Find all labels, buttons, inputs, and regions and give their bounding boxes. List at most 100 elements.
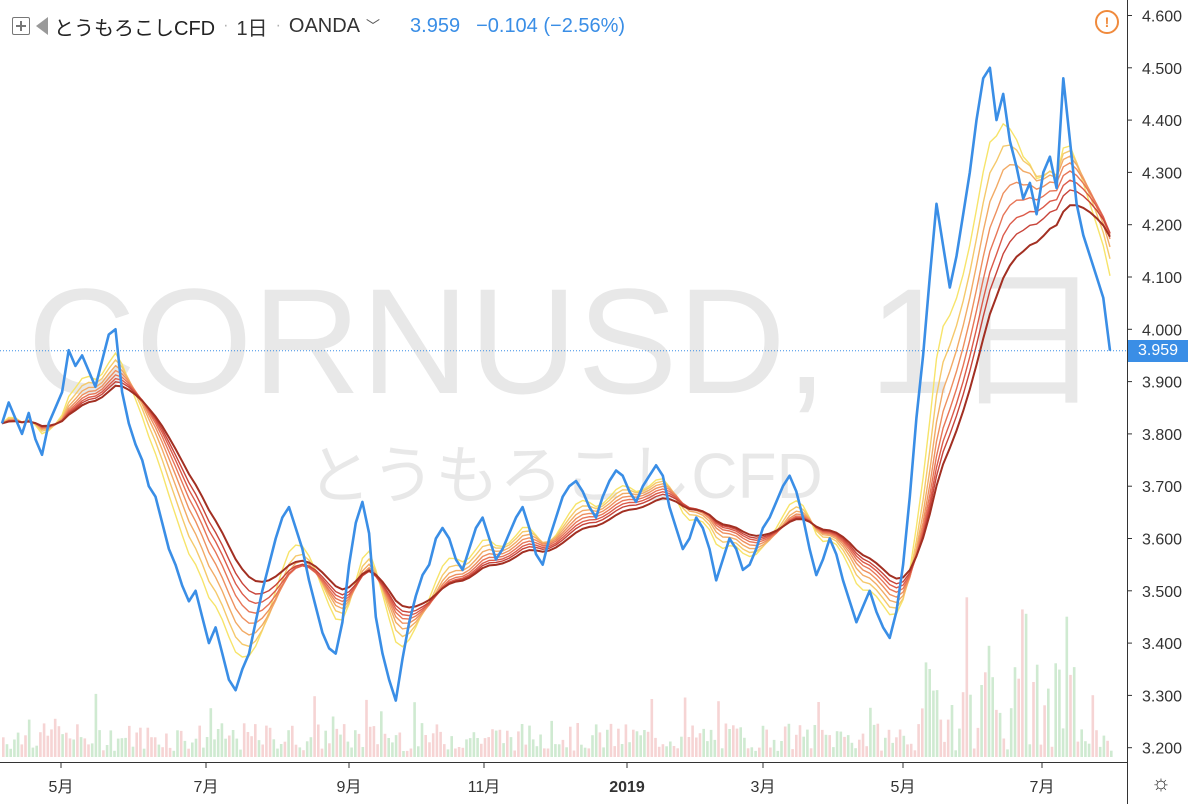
volume-bar <box>1098 746 1102 757</box>
add-box-icon[interactable] <box>12 17 30 35</box>
volume-bar <box>969 694 972 757</box>
volume-bar <box>205 737 209 757</box>
alert-icon[interactable]: ! <box>1095 10 1119 34</box>
volume-bar <box>153 737 157 757</box>
volume-bar <box>761 725 765 757</box>
volume-bar <box>294 744 298 757</box>
volume-bar <box>958 728 961 757</box>
volume-bar <box>220 723 224 757</box>
volume-bar <box>739 727 742 757</box>
volume-bar <box>176 730 179 757</box>
volume-bar <box>135 732 138 757</box>
volume-bar <box>20 744 24 757</box>
volume-bar <box>554 744 557 757</box>
volume-bar <box>1039 744 1043 757</box>
volume-bar <box>1110 750 1113 757</box>
volume-bar <box>995 709 998 757</box>
volume-bar <box>1065 616 1069 757</box>
volume-bar <box>913 750 917 757</box>
volume-bar <box>728 729 731 757</box>
volume-bar <box>457 747 461 757</box>
volume-bar <box>780 741 783 757</box>
volume-bar <box>546 748 550 757</box>
chart-header: とうもろこしCFD · 1日 · OANDA ﹀ 3.959 −0.104 (−… <box>12 8 625 44</box>
volume-bar <box>520 724 524 757</box>
volume-bar <box>487 737 490 757</box>
exchange-label[interactable]: OANDA <box>288 14 361 37</box>
price-change: −0.104 (−2.56%) <box>476 14 626 37</box>
volume-bar <box>628 742 631 757</box>
volume-bar <box>580 744 583 757</box>
flag-icon[interactable] <box>36 17 48 35</box>
y-tick-label: 4.000 <box>1142 322 1182 339</box>
volume-bar <box>72 739 75 757</box>
volume-bar <box>998 712 1002 757</box>
volume-bar <box>187 748 190 757</box>
volume-bar <box>228 735 231 757</box>
ma-line <box>1 162 1111 624</box>
volume-bar <box>142 748 146 757</box>
symbol-name[interactable]: とうもろこしCFD <box>54 17 216 40</box>
volume-bars <box>2 597 1113 757</box>
volume-bar <box>116 738 120 757</box>
gear-icon[interactable]: ☼ <box>1150 770 1172 795</box>
volume-bar <box>1054 663 1057 757</box>
volume-bar <box>483 738 487 757</box>
volume-bar <box>791 749 794 757</box>
volume-bar <box>435 724 439 757</box>
volume-bar <box>972 748 976 757</box>
interval-label[interactable]: 1日 <box>236 17 268 40</box>
ma-ribbon <box>1 122 1111 658</box>
x-tick-label: 11月 <box>468 779 501 796</box>
chevron-down-icon[interactable]: ﹀ <box>366 18 381 34</box>
volume-bar <box>383 733 387 757</box>
volume-bar <box>709 729 713 757</box>
volume-bar <box>976 727 980 757</box>
volume-bar <box>368 726 372 757</box>
volume-bar <box>305 741 309 757</box>
volume-bar <box>880 750 883 757</box>
volume-bar <box>417 746 420 757</box>
volume-bar <box>257 740 261 757</box>
volume-bar <box>146 727 150 757</box>
volume-bar <box>428 742 431 757</box>
volume-bar <box>1006 749 1009 757</box>
volume-bar <box>802 736 805 757</box>
volume-bar <box>550 720 553 757</box>
volume-bar <box>468 738 472 757</box>
volume-bar <box>87 744 90 757</box>
volume-bar <box>376 744 379 757</box>
y-tick-label: 4.400 <box>1142 113 1182 130</box>
volume-bar <box>287 730 290 757</box>
volume-bar <box>498 729 502 757</box>
ma-line <box>1 155 1111 636</box>
volume-bar <box>354 730 357 757</box>
volume-bar <box>405 750 409 757</box>
ma-line <box>1 179 1111 617</box>
volume-bar <box>476 738 479 757</box>
volume-bar <box>265 725 268 757</box>
volume-bar <box>402 751 405 757</box>
volume-bar <box>531 739 535 757</box>
volume-bar <box>783 726 787 757</box>
volume-bar <box>609 723 613 757</box>
volume-bar <box>494 730 498 757</box>
volume-bar <box>1102 735 1106 757</box>
volume-bar <box>502 743 505 757</box>
volume-bar <box>732 725 735 757</box>
volume-bar <box>691 725 694 757</box>
volume-bar <box>676 748 679 757</box>
volume-bar <box>224 738 227 757</box>
volume-bar <box>413 702 416 757</box>
volume-bar <box>1028 744 1032 757</box>
volume-bar <box>76 724 79 757</box>
y-tick-label: 3.600 <box>1142 532 1182 549</box>
volume-bar <box>309 737 313 757</box>
volume-bar <box>632 729 635 757</box>
volume-bar <box>398 732 402 757</box>
volume-bar <box>754 750 757 757</box>
volume-bar <box>53 718 57 757</box>
volume-bar <box>50 729 53 757</box>
